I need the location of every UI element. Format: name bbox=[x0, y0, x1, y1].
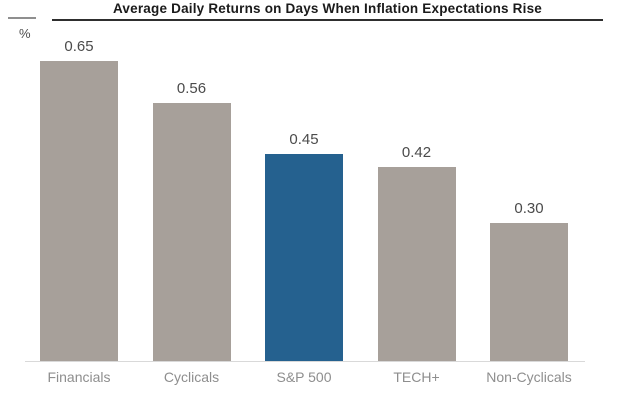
x-axis-line bbox=[25, 361, 585, 362]
bar-group-cyclicals: 0.56 bbox=[152, 80, 231, 361]
top-left-axis-tick bbox=[8, 17, 36, 19]
bar-value-label: 0.30 bbox=[514, 200, 544, 217]
category-label: S&P 500 bbox=[276, 369, 332, 385]
bar bbox=[265, 154, 343, 361]
bar-group-financials: 0.65 bbox=[40, 39, 118, 361]
category-label: Cyclicals bbox=[163, 369, 220, 385]
chart-title: Average Daily Returns on Days When Infla… bbox=[112, 1, 542, 16]
category-label: Non-Cyclicals bbox=[486, 369, 572, 385]
bar-value-label: 0.45 bbox=[289, 131, 319, 148]
bar-group-tech-: 0.42 bbox=[377, 144, 456, 361]
bar-value-label: 0.56 bbox=[176, 80, 207, 97]
bar-group-s-p-500: 0.45 bbox=[265, 132, 343, 361]
y-axis-unit-label: % bbox=[19, 26, 31, 41]
category-label: Financials bbox=[47, 369, 111, 385]
bar-value-label: 0.42 bbox=[401, 144, 432, 161]
bar bbox=[490, 223, 568, 361]
category-label: TECH+ bbox=[393, 369, 440, 385]
title-underline bbox=[52, 19, 603, 21]
bar bbox=[40, 61, 118, 361]
bar bbox=[377, 167, 456, 361]
bar bbox=[152, 103, 231, 361]
bar-group-non-cyclicals: 0.30 bbox=[490, 201, 568, 361]
bar-value-label: 0.65 bbox=[64, 38, 94, 55]
